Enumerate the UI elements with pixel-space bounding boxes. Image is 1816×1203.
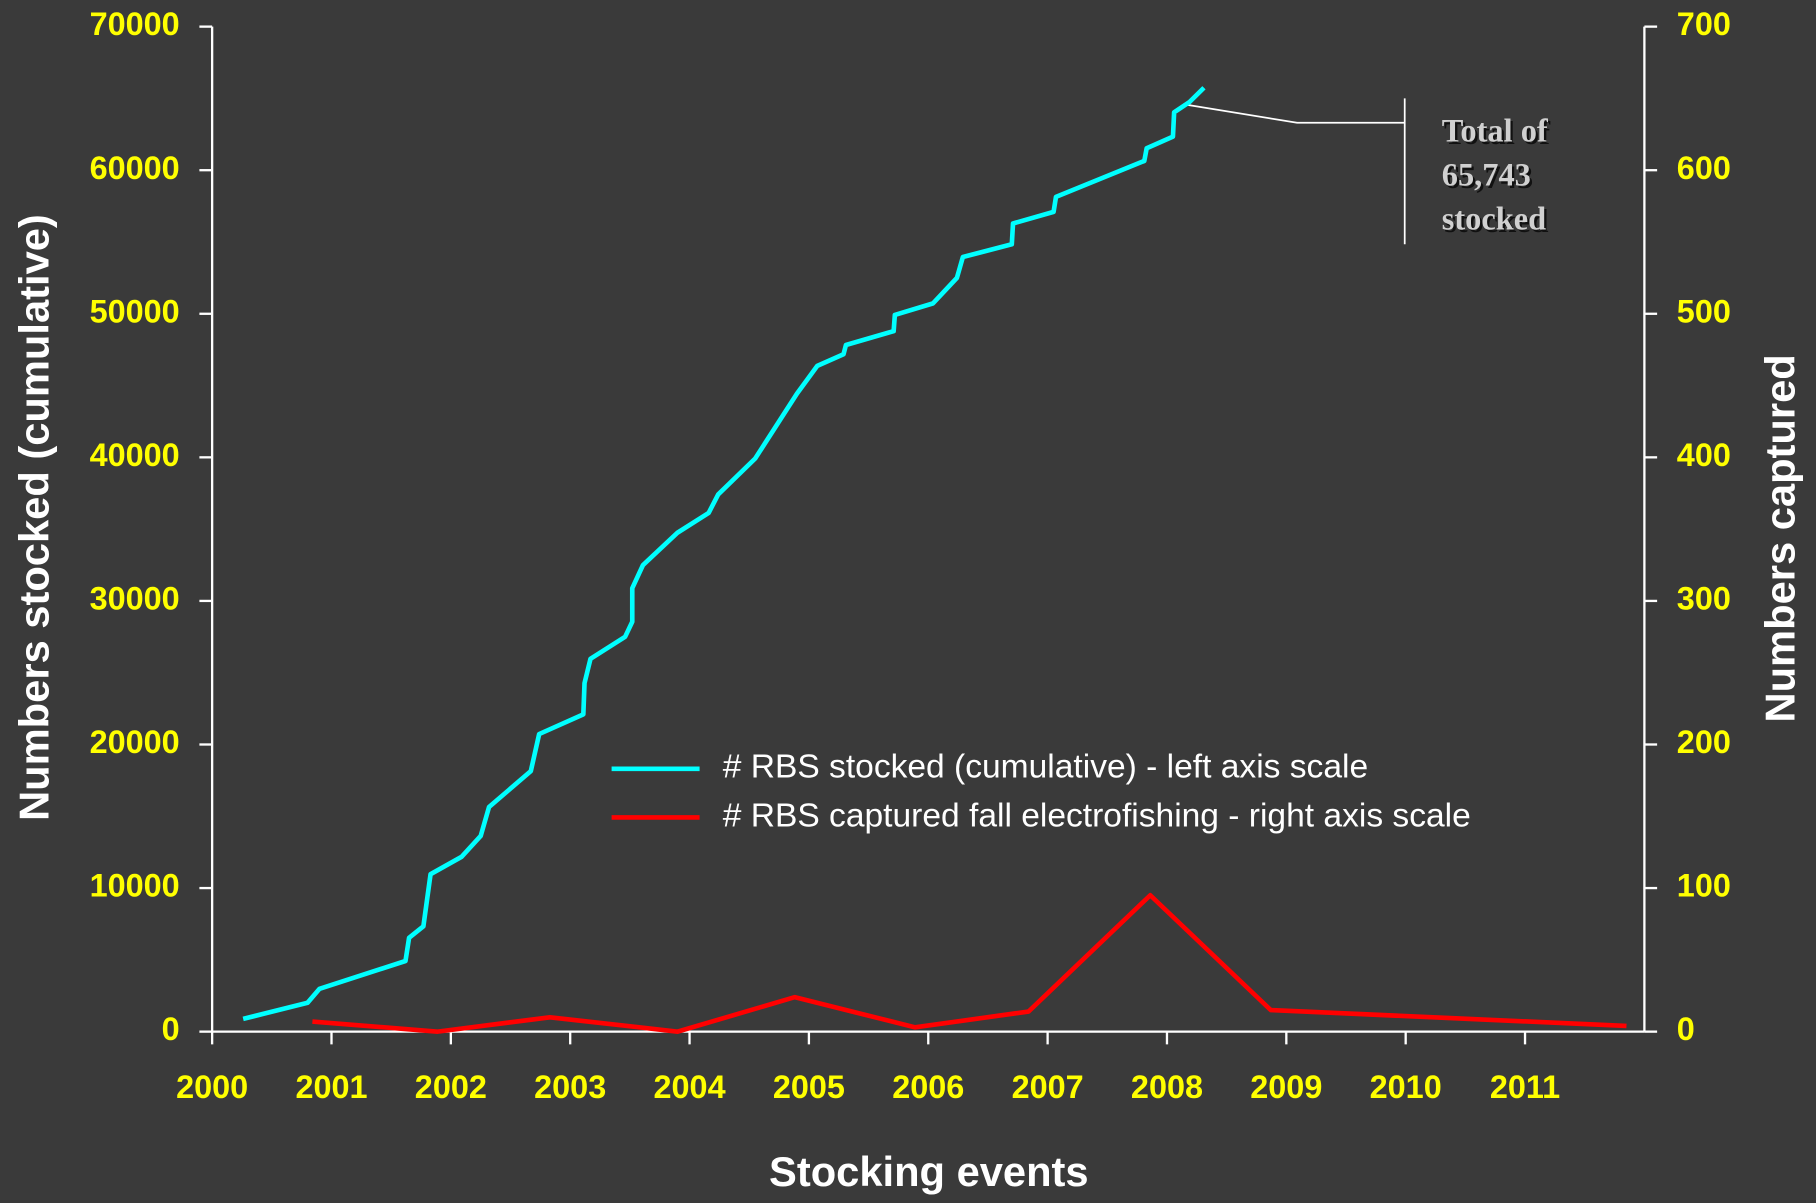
y2-tick-label: 300 (1677, 580, 1731, 616)
x-tick-label: 2008 (1131, 1069, 1203, 1105)
legend-label: # RBS captured fall electrofishing - rig… (723, 797, 1471, 834)
x-tick-label: 2006 (892, 1069, 964, 1105)
x-tick-label: 2001 (295, 1069, 367, 1105)
legend-label: # RBS stocked (cumulative) - left axis s… (723, 749, 1368, 786)
y-tick-label: 70000 (90, 6, 180, 42)
y-axis-title: Numbers stocked (cumulative) (10, 214, 57, 821)
annotation: 65,743 (1442, 158, 1531, 194)
x-tick-label: 2007 (1012, 1069, 1084, 1105)
y-tick-label: 40000 (90, 437, 180, 473)
y-tick-label: 0 (162, 1011, 180, 1047)
y-tick-label: 20000 (90, 724, 180, 760)
x-tick-label: 2004 (654, 1069, 726, 1105)
series-line (242, 86, 1206, 1022)
y-tick-label: 50000 (90, 293, 180, 329)
y2-tick-label: 500 (1677, 293, 1731, 329)
y2-tick-label: 200 (1677, 724, 1731, 760)
y-tick-label: 60000 (90, 150, 180, 186)
y2-tick-label: 0 (1677, 1011, 1695, 1047)
annotation-shadow: stocked (1444, 204, 1548, 240)
x-axis-title: Stocking events (769, 1148, 1089, 1195)
x-tick-label: 2011 (1490, 1069, 1560, 1105)
annotation-shadow: 65,743 (1444, 160, 1533, 196)
annotation-shadow: Total of (1444, 116, 1551, 152)
x-tick-label: 2009 (1250, 1069, 1322, 1105)
y2-tick-label: 700 (1677, 6, 1731, 42)
y2-axis-title: Numbers captured (1756, 354, 1803, 722)
x-tick-label: 2000 (176, 1069, 248, 1105)
x-tick-label: 2010 (1370, 1069, 1442, 1105)
x-tick-label: 2003 (534, 1069, 606, 1105)
y2-tick-label: 600 (1677, 150, 1731, 186)
x-tick-label: 2005 (773, 1069, 845, 1105)
y-tick-label: 10000 (90, 868, 180, 904)
series-line (312, 892, 1627, 1034)
annotation: stocked (1442, 202, 1546, 238)
y2-tick-label: 100 (1677, 868, 1731, 904)
y2-tick-label: 400 (1677, 437, 1731, 473)
x-tick-label: 2002 (415, 1069, 487, 1105)
callout-line (1183, 103, 1405, 124)
y-tick-label: 30000 (90, 580, 180, 616)
annotation: Total of (1442, 114, 1549, 150)
